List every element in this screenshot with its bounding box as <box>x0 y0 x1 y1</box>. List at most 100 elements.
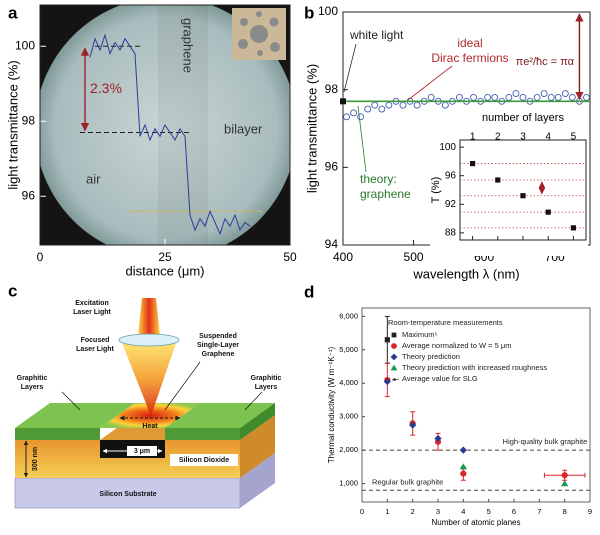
marker <box>383 377 391 386</box>
chart-title: number of layers <box>482 112 564 124</box>
marker <box>340 98 346 105</box>
hole <box>238 39 248 49</box>
y-tick-label: 3,000 <box>339 412 358 421</box>
marker <box>570 225 576 231</box>
marker <box>385 101 393 109</box>
marker <box>561 472 568 479</box>
marker <box>484 93 492 101</box>
graphite-right-top <box>165 403 275 428</box>
annotation: πe²/ħc = πα <box>516 56 575 68</box>
y-tick-label: 100 <box>15 38 35 52</box>
diagram-label: Layers <box>21 384 44 391</box>
x-tick-label: 9 <box>588 507 592 516</box>
marker <box>495 177 501 183</box>
series-line <box>89 33 251 236</box>
marker <box>357 113 365 121</box>
legend-marker <box>391 343 397 349</box>
x-axis-label: Number of atomic planes <box>432 518 521 527</box>
plot-frame <box>361 307 591 503</box>
graphite-left-front <box>15 428 100 440</box>
hole <box>250 25 268 43</box>
marker <box>512 90 520 98</box>
lens <box>118 333 180 347</box>
marker <box>455 93 463 101</box>
annotation: 2.3% <box>90 80 122 96</box>
marker <box>371 101 379 109</box>
legend-label: Average normalized to W = 5 μm <box>402 341 511 350</box>
x-tick-label: 2 <box>495 132 501 143</box>
y-tick-label: 92 <box>445 199 457 210</box>
x-tick-label: 2 <box>411 507 415 516</box>
leader-line <box>343 43 357 93</box>
y-tick-label: 2,000 <box>339 445 358 454</box>
marker <box>350 109 358 117</box>
marker <box>413 101 421 109</box>
diagram-label: Graphitic <box>251 375 282 382</box>
marker <box>364 105 372 113</box>
diagram-label: 300 nm <box>32 447 39 471</box>
width-label-box <box>127 446 157 456</box>
diagram-label: Laser Light <box>73 309 111 316</box>
diagram-label: Silicon Dioxide <box>179 457 229 464</box>
plot-frame <box>459 139 587 241</box>
leader-line <box>357 105 367 173</box>
marker <box>505 93 513 101</box>
legend-label: Maximum⁵ <box>402 330 438 339</box>
x-tick-label: 400 <box>333 250 353 264</box>
marker <box>568 93 576 101</box>
x-tick-label: 7 <box>537 507 541 516</box>
marker <box>561 90 569 98</box>
x-tick-label: 3 <box>520 132 526 143</box>
marker <box>434 434 442 443</box>
y-axis-label: T (%) <box>430 177 442 204</box>
inset-background <box>430 120 588 256</box>
legend-title: Room-temperature measurements <box>388 318 503 327</box>
reference-label: Regular bulk graphite <box>372 477 443 486</box>
diagram-label: Graphene <box>202 351 235 358</box>
diagram-label: Single-Layer <box>197 342 239 349</box>
region-label: air <box>86 171 101 186</box>
x-tick-label: 1 <box>385 507 389 516</box>
diagram-label: Excitation <box>75 300 108 307</box>
y-tick-label: 96 <box>325 160 339 174</box>
plot-frame <box>39 4 291 246</box>
leader-line <box>407 65 453 101</box>
y-tick-label: 4,000 <box>339 378 358 387</box>
x-tick-label: 0 <box>360 507 364 516</box>
substrate-side <box>240 453 275 508</box>
diagram-label: 3 μm <box>134 448 150 455</box>
substrate-front <box>14 477 241 509</box>
annotation: white light <box>349 28 404 42</box>
x-axis-label: distance (μm) <box>125 263 204 278</box>
x-tick-label: 4 <box>545 132 551 143</box>
marker <box>583 93 590 101</box>
marker <box>470 160 476 167</box>
annotation: ideal <box>457 36 482 50</box>
y-axis-label: light transmittance (%) <box>304 64 319 193</box>
marker <box>554 93 562 101</box>
marker <box>533 93 541 101</box>
device-diagram: c Excitation Laser Light Focused Laser L… <box>8 281 282 509</box>
graphite-right-side <box>240 403 275 440</box>
hole <box>256 11 262 17</box>
marker <box>547 93 555 101</box>
marker <box>561 480 569 487</box>
legend-label: Theory prediction <box>402 352 460 361</box>
graphene-region <box>158 5 208 245</box>
diagram-label: Laser Light <box>76 346 114 353</box>
y-tick-label: 100 <box>318 4 338 18</box>
marker <box>378 105 386 113</box>
x-tick-label: 25 <box>158 250 172 264</box>
oxide-label-box <box>170 454 238 466</box>
panel-label: b <box>304 3 314 22</box>
marker <box>519 93 527 101</box>
x-tick-label: 5 <box>571 132 577 143</box>
diagram-label: Heat <box>142 423 158 430</box>
panel-label: d <box>304 282 314 301</box>
panel-label: a <box>8 3 18 22</box>
y-tick-label: 96 <box>445 170 457 181</box>
leader-line <box>244 391 263 411</box>
hole <box>257 50 263 56</box>
leader-line <box>61 391 81 411</box>
